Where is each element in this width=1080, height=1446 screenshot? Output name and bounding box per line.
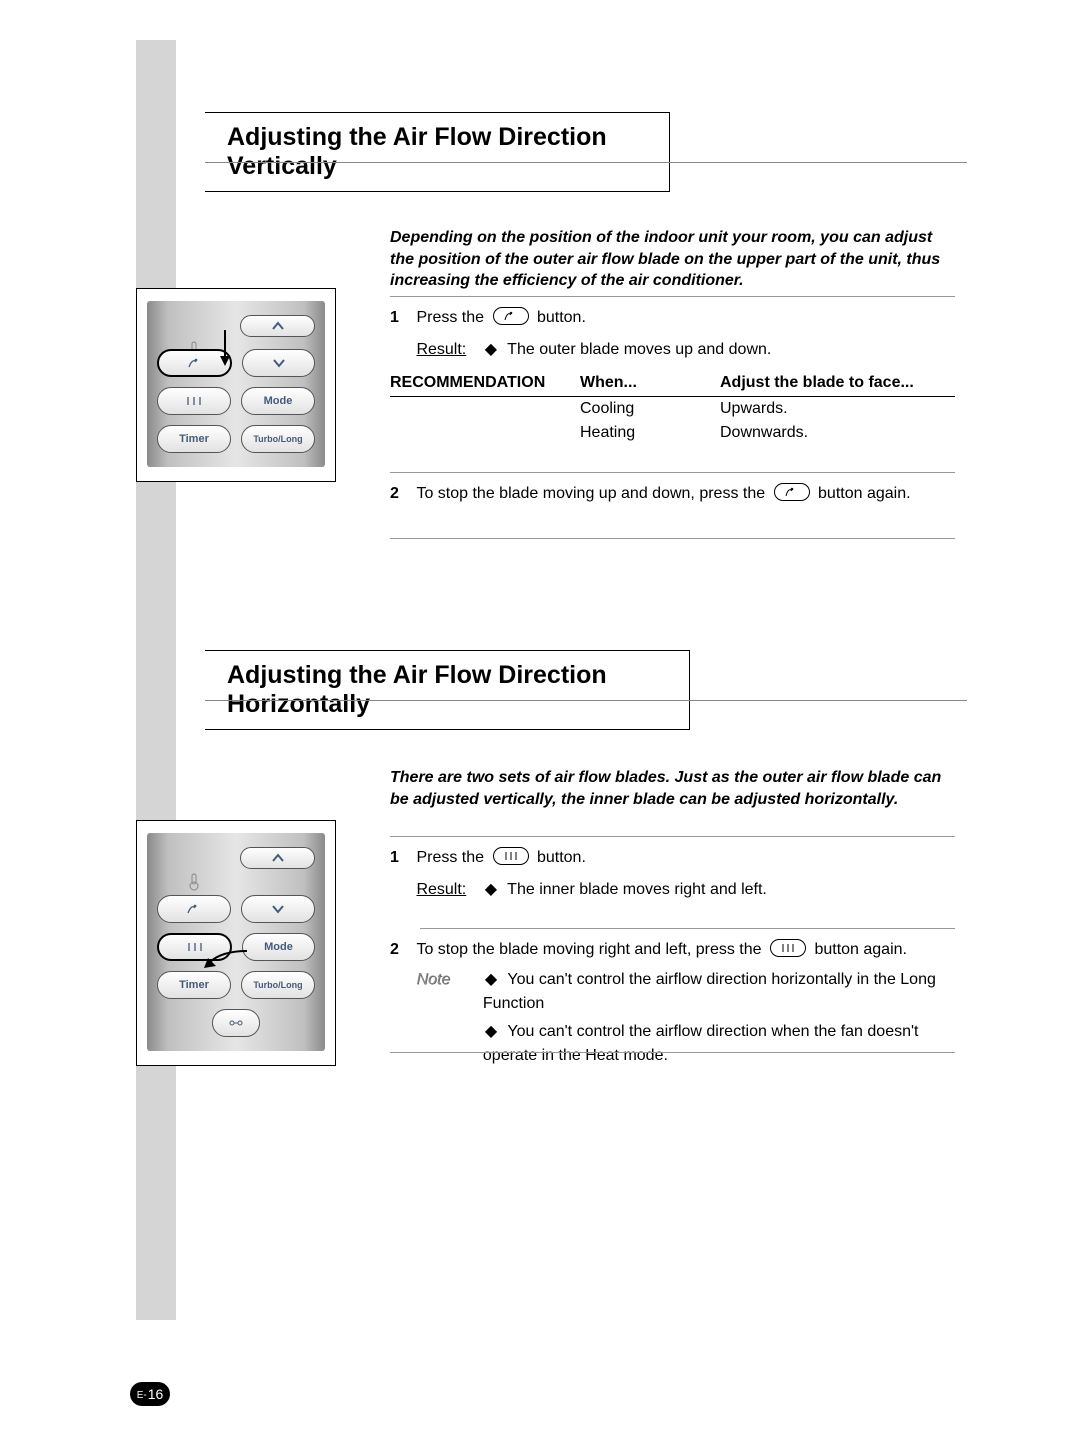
swing-vertical-icon: [774, 483, 810, 501]
step-body: To stop the blade moving right and left,…: [416, 938, 971, 1068]
step-number: 2: [390, 938, 412, 962]
diamond-bullet-icon: ◆: [485, 971, 497, 988]
thermometer-icon: [187, 873, 201, 891]
remote-swing-vertical-button: [157, 895, 231, 923]
step-number: 1: [390, 306, 412, 330]
section2-step1: 1 Press the button. Result: ◆ The inner …: [390, 846, 955, 902]
swing-horizontal-icon: [770, 939, 806, 957]
result-text: The inner blade moves right and left.: [507, 881, 767, 898]
remote-extra-button: [212, 1009, 259, 1037]
page-num-value: 16: [148, 1386, 164, 1402]
pointer-arrow-2: [192, 948, 252, 978]
section2-intro: There are two sets of air flow blades. J…: [390, 767, 950, 810]
section1-divider-1: [390, 296, 955, 297]
diamond-bullet-icon: ◆: [485, 881, 497, 898]
remote-temp-down-button: [241, 895, 315, 923]
step1-text-before: Press the: [416, 849, 484, 866]
swing-horizontal-icon: [493, 847, 529, 865]
remote-swing-horizontal-button: [157, 387, 231, 415]
remote-timer-button: Timer: [157, 425, 231, 453]
step2-text-after: button again.: [814, 941, 907, 958]
step-body: Press the button. Result: ◆ The outer bl…: [416, 306, 946, 362]
rec-adjust-1: Downwards.: [720, 421, 955, 445]
remote-illustration-1: Mode Timer Turbo/Long: [136, 288, 336, 482]
result-label: Result:: [416, 341, 466, 358]
section1-step2: 2 To stop the blade moving up and down, …: [390, 482, 955, 506]
remote-mode-button: Mode: [242, 933, 315, 961]
rec-col-when: When...: [580, 370, 720, 397]
remote-illustration-2: Mode Timer Turbo/Long: [136, 820, 336, 1066]
result-label: Result:: [416, 881, 466, 898]
step1-text-before: Press the: [416, 309, 484, 326]
section2-title-box: Adjusting the Air Flow Direction Horizon…: [205, 650, 690, 730]
diamond-bullet-icon: ◆: [485, 341, 497, 358]
page-number: E-16: [130, 1382, 170, 1406]
remote-turbo-button: Turbo/Long: [241, 971, 315, 999]
step1-text-after: button.: [537, 309, 586, 326]
step2-text-after: button again.: [818, 485, 911, 502]
step2-text-before: To stop the blade moving right and left,…: [416, 941, 761, 958]
step-number: 1: [390, 846, 412, 870]
rec-when-0: Cooling: [580, 397, 720, 422]
left-sidebar-bar: [136, 40, 176, 1320]
remote-temp-up-button: [240, 847, 315, 869]
section1-step1: 1 Press the button. Result: ◆ The outer …: [390, 306, 955, 362]
section2-underline: [205, 700, 967, 701]
remote-temp-up-button: [240, 315, 315, 337]
result-text: The outer blade moves up and down.: [507, 341, 771, 358]
rec-adjust-0: Upwards.: [720, 397, 955, 422]
remote-mode-button: Mode: [241, 387, 315, 415]
table-row: Heating Downwards.: [390, 421, 955, 445]
section1-divider-2: [390, 472, 955, 473]
section2-divider-3: [390, 1052, 955, 1053]
remote-temp-down-button: [242, 349, 315, 377]
section1-intro: Depending on the position of the indoor …: [390, 227, 950, 292]
swing-vertical-icon: [493, 307, 529, 325]
section1-divider-3: [390, 538, 955, 539]
section2-divider-2: [420, 928, 955, 929]
step-body: Press the button. Result: ◆ The inner bl…: [416, 846, 946, 902]
rec-label: RECOMMENDATION: [390, 370, 580, 397]
step-number: 2: [390, 482, 412, 506]
section2-title: Adjusting the Air Flow Direction Horizon…: [227, 661, 667, 719]
remote-turbo-button: Turbo/Long: [241, 425, 315, 453]
rec-when-1: Heating: [580, 421, 720, 445]
step1-text-after: button.: [537, 849, 586, 866]
recommendation-table: RECOMMENDATION When... Adjust the blade …: [390, 370, 955, 445]
section1-title: Adjusting the Air Flow Direction Vertica…: [227, 123, 647, 181]
table-row: Cooling Upwards.: [390, 397, 955, 422]
section2-step2: 2 To stop the blade moving right and lef…: [390, 938, 975, 1068]
note-label: Note: [416, 968, 466, 992]
rec-col-adjust: Adjust the blade to face...: [720, 370, 955, 397]
section1-underline: [205, 162, 967, 163]
diamond-bullet-icon: ◆: [485, 1023, 497, 1040]
note2-text: You can't control the airflow direction …: [483, 1023, 919, 1064]
step-body: To stop the blade moving up and down, pr…: [416, 482, 946, 506]
section2-divider-1: [390, 836, 955, 837]
step2-text-before: To stop the blade moving up and down, pr…: [416, 485, 765, 502]
page-prefix: E-: [137, 1390, 147, 1401]
note1-text: You can't control the airflow direction …: [483, 971, 936, 1012]
pointer-arrow-1: [210, 330, 240, 370]
section1-title-box: Adjusting the Air Flow Direction Vertica…: [205, 112, 670, 192]
